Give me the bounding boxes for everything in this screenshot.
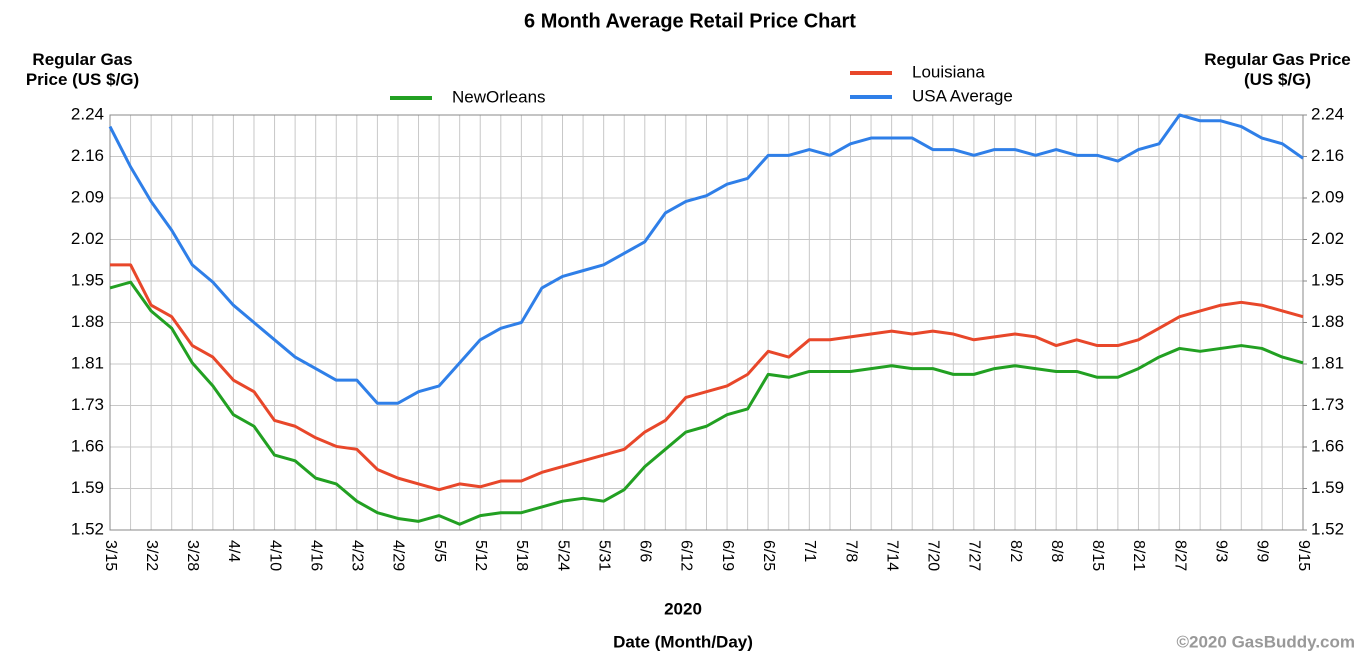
x-tick-label: 3/15	[102, 540, 119, 571]
x-tick-label: 8/15	[1089, 540, 1106, 571]
x-tick-label: 5/12	[472, 540, 489, 571]
x-tick-label: 7/1	[801, 540, 818, 562]
y-tick-label: 1.59	[71, 478, 104, 497]
x-tick-label: 4/10	[266, 540, 283, 571]
x-tick-label: 5/5	[431, 540, 448, 562]
x-tick-label: 4/16	[307, 540, 324, 571]
y2-tick-label: 2.02	[1311, 229, 1344, 248]
y-tick-label: 2.24	[71, 104, 104, 123]
y-tick-label: 1.66	[71, 436, 104, 455]
x-year: 2020	[664, 599, 702, 618]
y2-tick-label: 1.66	[1311, 436, 1344, 455]
x-tick-label: 4/23	[349, 540, 366, 571]
y-tick-label: 2.09	[71, 187, 104, 206]
series-line	[110, 263, 1304, 492]
y2-tick-label: 2.24	[1311, 104, 1344, 123]
x-tick-label: 8/21	[1130, 540, 1147, 571]
y2-axis-label: Regular Gas Price (US $/G)	[1204, 50, 1351, 89]
x-tick-label: 9/15	[1295, 540, 1312, 571]
x-tick-label: 5/18	[513, 540, 530, 571]
y2-tick-label: 1.95	[1311, 270, 1344, 289]
y2-tick-label: 1.81	[1311, 353, 1344, 372]
x-tick-label: 6/25	[760, 540, 777, 571]
x-tick-label: 4/29	[390, 540, 407, 571]
y2-tick-label: 1.52	[1311, 519, 1344, 538]
legend-label: NewOrleans	[452, 87, 546, 106]
y2-tick-label: 1.73	[1311, 395, 1344, 414]
x-tick-label: 7/27	[966, 540, 983, 571]
x-tick-label: 3/28	[184, 540, 201, 571]
credit: ©2020 GasBuddy.com	[1177, 632, 1356, 651]
x-tick-label: 5/31	[595, 540, 612, 571]
legend-label: Louisiana	[912, 62, 985, 81]
y-tick-label: 2.16	[71, 146, 104, 165]
y2-tick-label: 1.88	[1311, 312, 1344, 331]
y2-tick-label: 2.16	[1311, 146, 1344, 165]
x-tick-label: 7/14	[883, 540, 900, 571]
y-tick-label: 1.73	[71, 395, 104, 414]
x-tick-label: 6/19	[719, 540, 736, 571]
x-tick-label: 4/4	[225, 540, 242, 562]
chart-title: 6 Month Average Retail Price Chart	[524, 10, 856, 32]
y-tick-label: 1.81	[71, 353, 104, 372]
y-tick-label: 2.02	[71, 229, 104, 248]
series-line	[108, 113, 1304, 405]
plot-frame	[109, 114, 1304, 531]
x-tick-label: 5/24	[554, 540, 571, 571]
series-line	[109, 280, 1304, 526]
x-tick-label: 7/20	[925, 540, 942, 571]
y-tick-label: 1.95	[71, 270, 104, 289]
y-tick-label: 1.52	[71, 519, 104, 538]
x-tick-label: 6/12	[678, 540, 695, 571]
x-tick-label: 3/22	[143, 540, 160, 571]
y-axis-label: Regular Gas Price (US $/G)	[25, 50, 140, 89]
legend-label: USA Average	[912, 86, 1013, 105]
x-tick-label: 8/27	[1171, 540, 1188, 571]
x-tick-label: 7/8	[842, 540, 859, 562]
y-tick-label: 1.88	[71, 312, 104, 331]
y2-tick-label: 2.09	[1311, 187, 1344, 206]
x-tick-label: 9/3	[1212, 540, 1229, 562]
y2-tick-label: 1.59	[1311, 478, 1344, 497]
x-axis-label: Date (Month/Day)	[613, 632, 753, 651]
x-tick-label: 6/6	[637, 540, 654, 562]
x-tick-label: 8/2	[1007, 540, 1024, 562]
x-tick-label: 9/9	[1254, 540, 1271, 562]
x-tick-label: 8/8	[1048, 540, 1065, 562]
